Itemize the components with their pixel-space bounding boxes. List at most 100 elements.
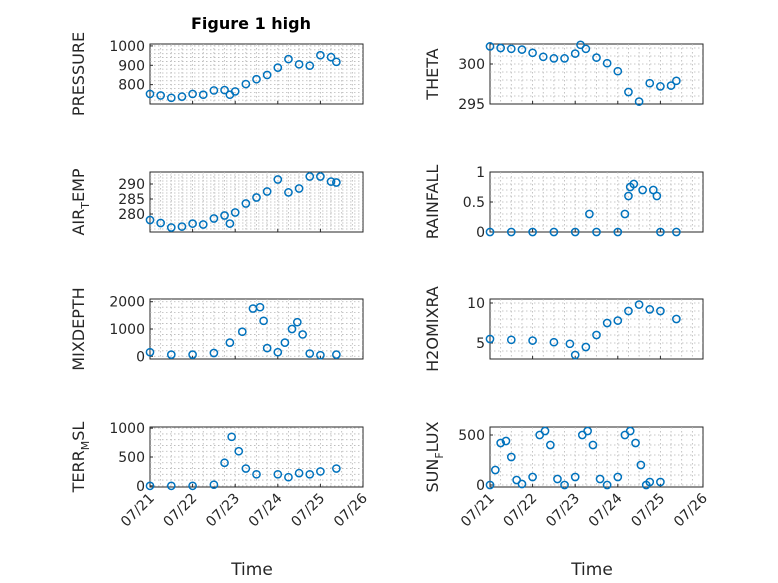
panel-3-point: [570, 227, 580, 237]
panel-6-point: [305, 469, 315, 479]
panel-7-ytick-label: 0: [476, 478, 485, 494]
panel-3-point: [506, 227, 516, 237]
panel-1-point: [496, 43, 505, 53]
panel-1-point: [581, 44, 591, 54]
panel-4-point: [280, 338, 290, 347]
panel-1-point: [560, 54, 569, 63]
panel-6-point: [227, 432, 236, 442]
panel-3-point: [528, 227, 537, 237]
panel-6-point: [252, 469, 261, 479]
panel-5-point: [672, 314, 681, 324]
panel-7-point: [602, 480, 612, 490]
panel-5-point: [506, 335, 516, 345]
panel-7-point: [553, 474, 562, 484]
panel-5-point: [645, 305, 655, 314]
panel-3-point: [638, 185, 648, 195]
panel-1-point: [624, 87, 633, 97]
panel-6-point: [294, 468, 304, 478]
panel-2-point: [241, 199, 251, 208]
panel-4-point: [237, 327, 247, 337]
panel-1-ytick-label: 295: [458, 97, 485, 113]
panel-0-point: [332, 57, 341, 67]
panel-2-point: [262, 187, 272, 196]
panel-1-point: [549, 54, 559, 63]
panel-7-point: [656, 477, 665, 487]
panel-4-point: [145, 347, 155, 357]
panel-5-ylabel: H2OMIXRA: [423, 286, 442, 372]
panel-1-ytick-label: 300: [458, 57, 485, 73]
panel-2-point: [220, 211, 229, 220]
panel-0-point: [188, 89, 197, 99]
panel-0-point: [273, 63, 283, 72]
panel-7-point: [517, 479, 527, 489]
panel-7-point: [583, 426, 592, 436]
panel-1-point: [602, 58, 612, 68]
panel-7-point: [577, 430, 587, 440]
panel-7-point: [501, 436, 511, 446]
panel-3-ytick-label: 0.5: [463, 195, 485, 211]
figure-title: Figure 1 high: [191, 14, 311, 33]
panel-1-point: [570, 49, 580, 58]
panel-7-point: [540, 426, 550, 436]
panel-3-ytick-label: 1: [476, 165, 485, 181]
panel-0-point: [294, 59, 304, 69]
panel-7-point: [528, 472, 537, 482]
panel-4-ylabel: MIXDEPTH: [69, 287, 88, 370]
panel-1-point: [528, 48, 537, 58]
panel-6-ylabel: TERRMSL: [69, 422, 92, 494]
panel-2-point: [198, 220, 208, 229]
panel-1-point: [656, 82, 665, 91]
panel-4-point: [273, 347, 283, 357]
panel-2-point: [252, 193, 261, 202]
panel-0-ytick-label: 1000: [109, 39, 145, 55]
panel-7-point: [535, 430, 545, 440]
panel-2-point: [177, 222, 187, 231]
panel-5-point: [581, 342, 591, 352]
panel-6-xtick-label: 07/24: [246, 490, 286, 530]
panel-6-point: [145, 481, 155, 491]
panel-1-point: [592, 53, 601, 62]
panel-6-point: [241, 464, 251, 473]
panel-0-point: [230, 87, 240, 96]
panel-7-xtick-label: 07/24: [586, 490, 626, 530]
panel-5-point: [528, 336, 537, 345]
panel-3-point: [549, 227, 559, 237]
panel-7-point: [485, 480, 495, 490]
panel-7-point: [613, 472, 623, 482]
panel-5-point: [613, 316, 623, 325]
panel-4-point: [209, 348, 219, 358]
panel-4-point: [292, 317, 302, 327]
panel-0-point: [241, 79, 251, 89]
panel-3-point: [624, 191, 633, 201]
panel-0-point: [209, 86, 219, 95]
panel-2-point: [273, 175, 283, 184]
panel-3-point: [629, 179, 639, 189]
panel-2-point: [225, 219, 235, 228]
panel-5-point: [656, 306, 665, 316]
panel-3-point: [672, 227, 681, 237]
panel-2-point: [188, 219, 197, 228]
panel-6-point: [209, 480, 219, 490]
panel-2-point: [332, 178, 341, 187]
panel-7-xtick-label: 07/26: [671, 490, 711, 530]
panel-4-point: [298, 330, 307, 339]
panel-0-point: [262, 70, 272, 80]
panel-2-point: [316, 172, 325, 181]
panel-0-point: [305, 61, 315, 71]
panel-6-point: [234, 446, 244, 456]
panel-4-point: [259, 316, 268, 326]
panel-4-point: [188, 350, 197, 359]
panel-4-point: [166, 350, 176, 359]
panel-7-ytick-label: 500: [458, 428, 485, 444]
panel-2-point: [156, 218, 165, 228]
panel-7-point: [496, 438, 505, 448]
panel-5-point: [592, 330, 601, 340]
panel-5-point: [565, 339, 575, 349]
panel-6-xtick-label: 07/23: [203, 491, 243, 531]
panel-7-point: [631, 438, 640, 448]
panel-6-point: [332, 464, 341, 473]
panel-3-point: [585, 209, 594, 219]
panel-6-point: [284, 472, 293, 482]
panel-2-ytick-label: 290: [118, 177, 145, 193]
